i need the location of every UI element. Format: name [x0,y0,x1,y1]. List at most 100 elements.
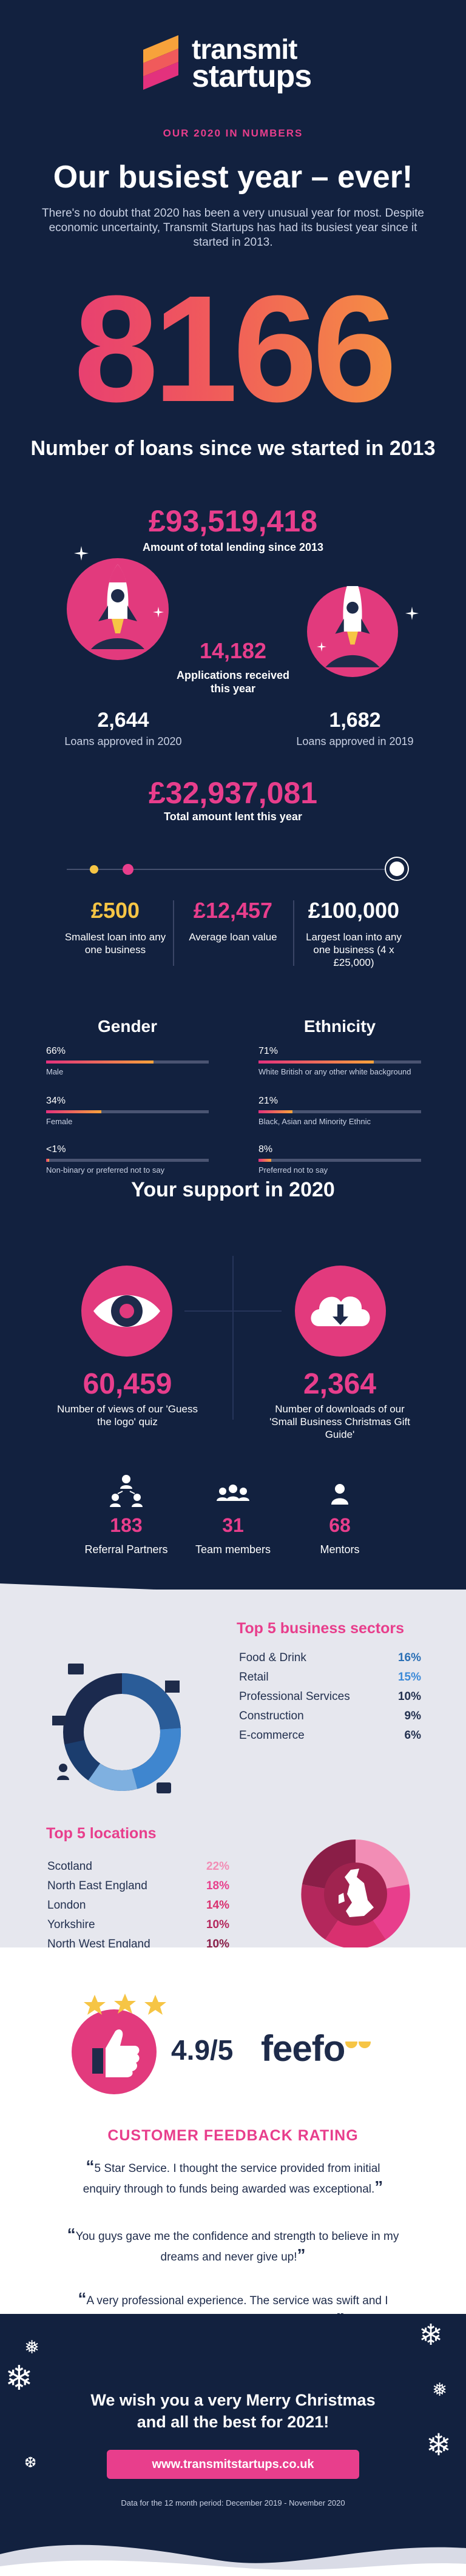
bar-track [258,1060,421,1064]
feefo-eyes-icon [345,2035,371,2048]
snow-hills [0,2544,466,2576]
website-link-button[interactable]: www.transmitstartups.co.uk [107,2450,359,2479]
bar-percent: 8% [258,1144,273,1155]
sector-percent: 10% [397,1690,421,1703]
location-row: Scotland 22% [47,1860,229,1873]
logo-text-line2: startups [192,59,312,94]
sector-row: Professional Services 10% [239,1690,421,1704]
page-title: Our busiest year – ever! [53,160,413,195]
loan-range-line [67,869,394,870]
sector-row: Food & Drink 16% [239,1651,421,1665]
bar-fill [258,1159,272,1162]
total-lending-value: £93,519,418 [148,504,318,538]
ethnicity-bar-row: 21% Black, Asian and Minority Ethnic [258,1096,421,1126]
location-name: London [47,1899,86,1912]
logo-mark-icon [143,35,178,90]
amount-lent-label: Total amount lent this year [164,811,302,823]
largest-loan-label: Largest loan into any one business (4 x … [306,931,402,968]
section-edge [0,1583,466,1608]
ethnicity-title: Ethnicity [303,1017,376,1036]
bar-percent: 66% [46,1046,66,1056]
bar-label: Male [46,1067,64,1076]
bar-track [46,1159,209,1162]
sector-name: E-commerce [239,1729,305,1742]
cloud-circle [295,1266,386,1357]
sparkle-icon [405,607,419,620]
location-name: North West England [47,1938,150,1951]
bar-fill [46,1060,154,1064]
sector-name: Construction [239,1710,304,1722]
intro-paragraph: There's no doubt that 2020 has been a ve… [42,207,424,249]
mentors-label: Mentors [320,1543,360,1556]
referral-partners-icon [110,1475,143,1507]
sector-percent: 6% [404,1729,421,1742]
mentors-value: 68 [329,1514,351,1536]
hero-loan-count: 8166 [0,273,466,425]
location-name: Scotland [47,1860,92,1873]
divider [293,900,294,966]
gender-title: Gender [97,1017,158,1036]
location-row: North West England 10% [47,1938,229,1951]
location-row: Yorkshire 10% [47,1918,229,1932]
average-loan-value: £12,457 [193,898,273,923]
sparkle-icon [74,546,89,561]
sector-row: Retail 15% [239,1671,421,1684]
feedback-title: CUSTOMER FEEDBACK RATING [107,2127,359,2144]
christmas-message: We wish you a very Merry Christmas and a… [0,2389,466,2433]
bar-track [258,1159,421,1162]
brand-logo[interactable]: transmit startups [138,27,333,93]
bar-percent: 71% [258,1046,279,1056]
sector-name: Retail [239,1671,269,1684]
rocket-circle-2019 [307,575,398,677]
sector-row: E-commerce 6% [239,1729,421,1742]
amount-lent-value: £32,937,081 [148,776,318,810]
divider [173,900,174,966]
ethnicity-bar-row: 8% Preferred not to say [258,1144,421,1175]
smallest-loan-label: Smallest loan into any one business [64,931,166,956]
data-period-note: Data for the 12 month period: December 2… [121,2498,345,2507]
location-percent: 10% [206,1918,229,1931]
christmas-message-text: We wish you a very Merry Christmas and a… [90,2391,376,2431]
snowflake-icon: ❅ [432,2380,448,2400]
applications-value: 14,182 [199,638,267,663]
footer [0,2314,466,2576]
loan-range-dot-largest [386,858,408,880]
bar-fill [258,1110,293,1113]
location-percent: 14% [206,1899,229,1912]
mentor-icon [331,1484,348,1505]
gender-bar-row: <1% Non-binary or preferred not to say [46,1144,209,1175]
sector-row: Construction 9% [239,1710,421,1723]
team-members-icon [217,1485,249,1501]
eye-icon [93,1295,160,1327]
feedback-section [0,1947,466,2314]
ethnicity-bar-row: 71% White British or any other white bac… [258,1046,421,1076]
bar-percent: <1% [46,1144,66,1155]
bar-label: Non-binary or preferred not to say [46,1165,165,1175]
location-row: London 14% [47,1899,229,1912]
sectors-title: Top 5 business sectors [237,1620,405,1637]
thumbs-up-icon [92,2029,140,2077]
support-title: Your support in 2020 [131,1178,335,1201]
bar-label: Preferred not to say [258,1165,328,1175]
location-name: North East England [47,1880,147,1892]
snowflake-icon: ❆ [24,2455,37,2471]
total-lending-label: Amount of total lending since 2013 [142,541,324,553]
average-loan-label: Average loan value [189,931,277,943]
quote-text: You guys gave me the confidence and stre… [75,2230,399,2264]
gender-bar-row: 34% Female [46,1096,209,1126]
smallest-loan-value: £500 [90,898,140,923]
applications-label: Applications received this year [176,669,290,695]
customer-quote: “You guys gave me the confidence and str… [67,2225,399,2264]
location-percent: 22% [206,1860,229,1873]
location-percent: 18% [206,1880,229,1892]
bar-fill [46,1110,102,1113]
bar-label: Black, Asian and Minority Ethnic [258,1117,371,1126]
approved-2019-value: 1,682 [329,709,381,732]
largest-loan-value: £100,000 [308,898,400,923]
bar-track [46,1060,209,1064]
location-row: North East England 18% [47,1880,229,1893]
sparkle-icon [153,607,164,618]
quiz-views-value: 60,459 [83,1368,172,1400]
quiz-views-label: Number of views of our 'Guess the logo' … [57,1403,198,1428]
